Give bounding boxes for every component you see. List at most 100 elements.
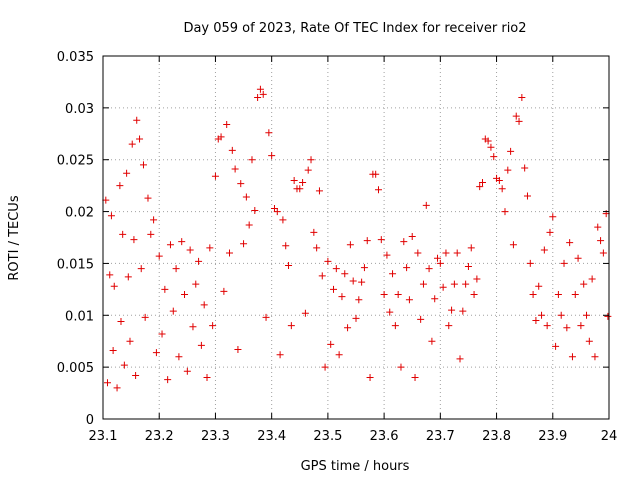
data-point bbox=[110, 282, 118, 290]
y-tick-label: 0.005 bbox=[57, 361, 94, 376]
x-tick-label: 23.4 bbox=[257, 429, 286, 444]
data-point bbox=[223, 120, 231, 128]
data-point bbox=[363, 237, 371, 245]
data-point bbox=[501, 208, 509, 216]
data-point bbox=[462, 280, 470, 288]
data-point bbox=[242, 193, 250, 201]
data-point bbox=[307, 156, 315, 164]
data-point bbox=[150, 216, 158, 224]
data-point bbox=[467, 244, 475, 252]
data-point bbox=[521, 164, 529, 172]
data-point bbox=[220, 287, 228, 295]
data-point bbox=[200, 301, 208, 309]
data-point bbox=[126, 337, 134, 345]
data-point bbox=[358, 278, 366, 286]
data-point bbox=[116, 182, 124, 190]
data-point bbox=[132, 371, 140, 379]
data-point bbox=[397, 363, 405, 371]
data-point bbox=[175, 353, 183, 361]
data-point bbox=[195, 257, 203, 265]
data-point bbox=[304, 166, 312, 174]
data-point bbox=[450, 280, 458, 288]
data-point bbox=[543, 322, 551, 330]
data-point bbox=[479, 179, 486, 187]
data-point bbox=[217, 133, 225, 141]
data-point bbox=[490, 153, 498, 161]
data-point bbox=[591, 353, 599, 361]
data-point bbox=[254, 93, 262, 101]
data-point bbox=[540, 246, 548, 254]
x-tick-labels: 23.1 23.2 23.3 23.4 23.5 23.6 23.7 23.8 23.9 24 bbox=[89, 429, 618, 444]
data-point bbox=[324, 257, 332, 265]
data-point bbox=[549, 213, 557, 221]
data-point bbox=[268, 152, 276, 160]
data-point bbox=[456, 355, 464, 363]
data-point bbox=[144, 194, 152, 202]
y-tick-label: 0.03 bbox=[65, 102, 94, 117]
data-point bbox=[563, 324, 571, 332]
data-point bbox=[327, 340, 335, 348]
data-point bbox=[301, 309, 309, 317]
data-point bbox=[408, 232, 416, 240]
data-point bbox=[574, 254, 582, 262]
data-point bbox=[377, 236, 385, 244]
data-point bbox=[448, 306, 456, 314]
data-point bbox=[355, 296, 363, 304]
data-point bbox=[172, 265, 180, 273]
x-tick-label: 23.2 bbox=[145, 429, 174, 444]
data-points bbox=[102, 85, 612, 392]
data-point bbox=[523, 192, 531, 200]
data-point bbox=[273, 208, 281, 216]
plot-frame bbox=[102, 55, 610, 420]
data-point bbox=[192, 280, 200, 288]
y-tick-label: 0.01 bbox=[65, 309, 94, 324]
data-point bbox=[265, 129, 273, 137]
x-tick-label: 23.6 bbox=[370, 429, 399, 444]
data-point bbox=[113, 384, 121, 392]
y-tick-label: 0.035 bbox=[57, 50, 94, 65]
data-point bbox=[164, 376, 172, 384]
data-point bbox=[515, 117, 523, 125]
data-point bbox=[391, 322, 399, 330]
data-point bbox=[599, 249, 607, 257]
grid-lines bbox=[103, 56, 609, 419]
y-tick-labels: 0 0.005 0.01 0.015 0.02 0.025 0.03 0.035 bbox=[57, 50, 94, 428]
data-point bbox=[349, 277, 357, 285]
data-point bbox=[282, 242, 290, 250]
data-point bbox=[161, 285, 169, 293]
x-tick-label: 23.7 bbox=[426, 429, 455, 444]
data-point bbox=[186, 246, 194, 254]
data-point bbox=[313, 244, 321, 252]
data-point bbox=[560, 259, 568, 267]
data-point bbox=[321, 363, 329, 371]
data-point bbox=[332, 265, 340, 273]
data-point bbox=[442, 249, 450, 257]
data-point bbox=[568, 353, 576, 361]
data-point bbox=[439, 283, 447, 291]
data-point bbox=[414, 249, 422, 257]
data-point bbox=[403, 264, 411, 272]
data-point bbox=[256, 85, 264, 93]
data-point bbox=[425, 265, 433, 273]
data-point bbox=[315, 187, 323, 195]
data-point bbox=[557, 311, 565, 319]
data-point bbox=[106, 271, 114, 279]
data-point bbox=[380, 291, 388, 299]
data-point bbox=[310, 228, 318, 236]
data-point bbox=[318, 272, 326, 280]
data-point bbox=[400, 238, 408, 246]
data-point bbox=[109, 347, 117, 355]
data-point bbox=[422, 201, 430, 209]
data-point bbox=[137, 265, 145, 273]
data-point bbox=[344, 324, 352, 332]
x-axis-label: GPS time / hours bbox=[301, 459, 410, 474]
data-point bbox=[583, 311, 591, 319]
data-point bbox=[197, 341, 205, 349]
data-point bbox=[290, 176, 298, 184]
data-point bbox=[588, 275, 596, 283]
data-point bbox=[504, 166, 512, 174]
y-tick-label: 0 bbox=[86, 413, 94, 428]
data-point bbox=[117, 318, 125, 326]
data-point bbox=[431, 295, 439, 303]
